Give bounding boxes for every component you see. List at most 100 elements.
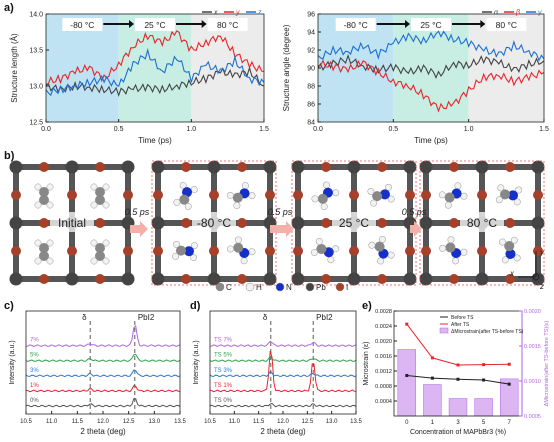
i-atom (421, 246, 431, 256)
h-atom (497, 184, 505, 192)
y-tick-label: 13.5 (29, 48, 43, 55)
stage-label-box (207, 18, 248, 31)
i-atom (123, 190, 133, 200)
i-atom (477, 190, 487, 200)
x-tick-label: 1.5 (539, 126, 549, 133)
ma-molecule (34, 239, 54, 265)
stage-label: 25 °C (420, 20, 441, 30)
time-arrow-label: 0.5 ps (125, 207, 150, 217)
pb-atom (121, 160, 135, 174)
h-atom (515, 186, 523, 194)
h-atom (34, 239, 42, 247)
legend-label: α (494, 10, 499, 17)
panel-letter-c: c) (4, 300, 14, 312)
h-atom (248, 192, 256, 200)
xrd-trace (209, 350, 357, 393)
pb-atom (419, 272, 433, 286)
i-atom (449, 162, 459, 172)
x-tick-label: 0.0 (313, 126, 323, 133)
h-atom (227, 245, 234, 253)
xrd-series-label: TS 3% (214, 368, 233, 374)
pb-atom (419, 216, 433, 230)
h-atom (90, 239, 98, 247)
pb-atom (419, 160, 433, 174)
ma-molecule (311, 181, 340, 210)
ma-molecule (499, 236, 521, 264)
y-axis-label: Structure angle (degree) (282, 24, 291, 111)
c-atom (179, 194, 190, 205)
x-tick-label: 0 (405, 420, 409, 426)
time-arrowhead (286, 221, 294, 237)
h-atom (190, 186, 198, 193)
h-atom (315, 238, 323, 245)
pb-atom (531, 216, 545, 230)
i-atom (265, 190, 275, 200)
x-axis-label: 2 theta (deg) (260, 427, 306, 436)
h-atom (460, 248, 468, 256)
element-legend-label: C (226, 283, 232, 292)
xrd-trace (25, 353, 181, 363)
distortion-outline (419, 160, 545, 286)
i-atom (153, 190, 163, 200)
time-arrow (410, 225, 416, 233)
h-atom (323, 181, 330, 189)
y-tick-label: 12.5 (29, 120, 43, 127)
i-atom (533, 190, 543, 200)
ma-molecule (368, 235, 395, 265)
stage-hot-region (191, 14, 264, 122)
x-tick-label: 0.5 (114, 126, 124, 133)
i-atom (39, 274, 49, 284)
chart-d: δ PbI2 TS 0% TS 1% TS 3% TS 5% TS 7% 10.5 11.0 11… (193, 310, 362, 436)
h-atom (501, 256, 509, 264)
stage-label-box (135, 18, 175, 31)
ma-molecule (172, 240, 198, 261)
ma-molecule (226, 182, 256, 209)
series-line (406, 323, 510, 366)
axis-z-label: z (539, 282, 544, 291)
legend-label: β (515, 10, 520, 17)
y-tick-label-right: 0.0015 (524, 344, 541, 350)
h-atom (90, 201, 98, 209)
i-atom (95, 274, 105, 284)
chart-c: δ PbI2 0% 1% 3% 5% 7% 10.5 11.0 11.5 12.0 12.5 13.0 1… (9, 310, 186, 436)
x-tick-label: 0.5 (388, 126, 398, 133)
i-atom (405, 190, 415, 200)
i-atom (377, 162, 387, 172)
x-tick-label: 12.5 (123, 419, 135, 425)
h-atom (377, 257, 385, 265)
panel-letter-d: d) (190, 300, 201, 312)
pb-atom (475, 160, 489, 174)
delta-bar (397, 349, 417, 417)
stage-label: 80 °C (496, 20, 517, 30)
i-atom (505, 162, 515, 172)
x-tick-label: 13.0 (148, 419, 160, 425)
y-tick-label: 90 (307, 66, 315, 73)
c-atom (95, 251, 105, 261)
element-legend-label: N (286, 283, 292, 292)
c-atom (316, 243, 327, 254)
marker-label: PbI2 (138, 313, 155, 322)
marker-label: δ (82, 313, 87, 322)
state-label-box (192, 212, 236, 232)
delta-bar (448, 398, 468, 417)
chart-a-right: -80 °C 25 °C 80 °C 0.0 0.5 1.0 1.5 84 86 88 90 92 94… (282, 10, 549, 146)
xrd-trace (25, 384, 181, 393)
pb-atom (207, 160, 221, 174)
structure-cell-2: 25 °C (291, 160, 417, 286)
stage-label: 25 °C (144, 20, 165, 30)
h-atom (241, 182, 249, 190)
state-label: 80 °C (467, 216, 497, 230)
i-atom (209, 190, 219, 200)
stage-label: -80 °C (70, 20, 94, 30)
n-atom (39, 187, 49, 197)
legend-label: ΔMicrostrain(after TS-before TS) (451, 329, 524, 335)
axis-z-marker (532, 273, 540, 281)
element-legend-dot (245, 282, 255, 292)
pb-atom (151, 160, 165, 174)
axis-y-label: y (539, 248, 545, 257)
x-tick-label: 1.5 (259, 126, 269, 133)
i-atom (123, 246, 133, 256)
pb-atom (263, 160, 277, 174)
h-atom (34, 257, 42, 265)
series-line (406, 375, 510, 385)
